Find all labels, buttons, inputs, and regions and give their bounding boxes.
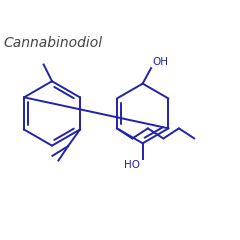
Text: HO: HO [124, 160, 140, 170]
Text: Cannabinodiol: Cannabinodiol [3, 36, 102, 50]
Text: OH: OH [152, 57, 168, 67]
